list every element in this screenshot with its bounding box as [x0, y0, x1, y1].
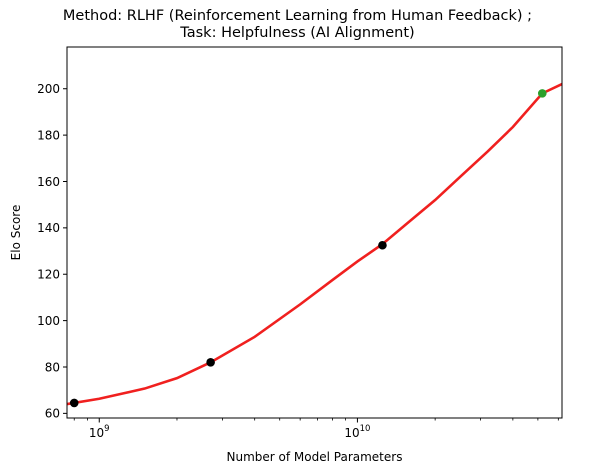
x-tick-label-1e9: 109 — [89, 424, 110, 440]
y-tick-label-120: 120 — [37, 268, 60, 282]
y-tick-label-140: 140 — [37, 221, 60, 235]
chart-title-line-1: Method: RLHF (Reinforcement Learning fro… — [62, 8, 533, 24]
y-tick-label-80: 80 — [45, 360, 60, 374]
plot-frame — [66, 46, 563, 419]
data-point-4 — [537, 89, 547, 98]
x-axis-label: Number of Model Parameters — [227, 450, 403, 464]
y-tick-label-160: 160 — [37, 175, 60, 189]
chart-title-line-2: Task: Helpfulness (AI Alignment) — [180, 25, 415, 41]
fit-line — [67, 82, 562, 406]
y-tick-label-180: 180 — [37, 128, 60, 142]
data-point-2 — [206, 358, 215, 367]
y-axis-label: Elo Score — [9, 205, 23, 261]
y-tick-label-100: 100 — [37, 314, 60, 328]
y-tick-label-200: 200 — [37, 82, 60, 96]
x-tick-label-1e10: 1010 — [344, 424, 370, 440]
data-point-3 — [378, 240, 387, 250]
data-point-1 — [69, 398, 79, 408]
y-tick-label-60: 60 — [45, 407, 60, 421]
